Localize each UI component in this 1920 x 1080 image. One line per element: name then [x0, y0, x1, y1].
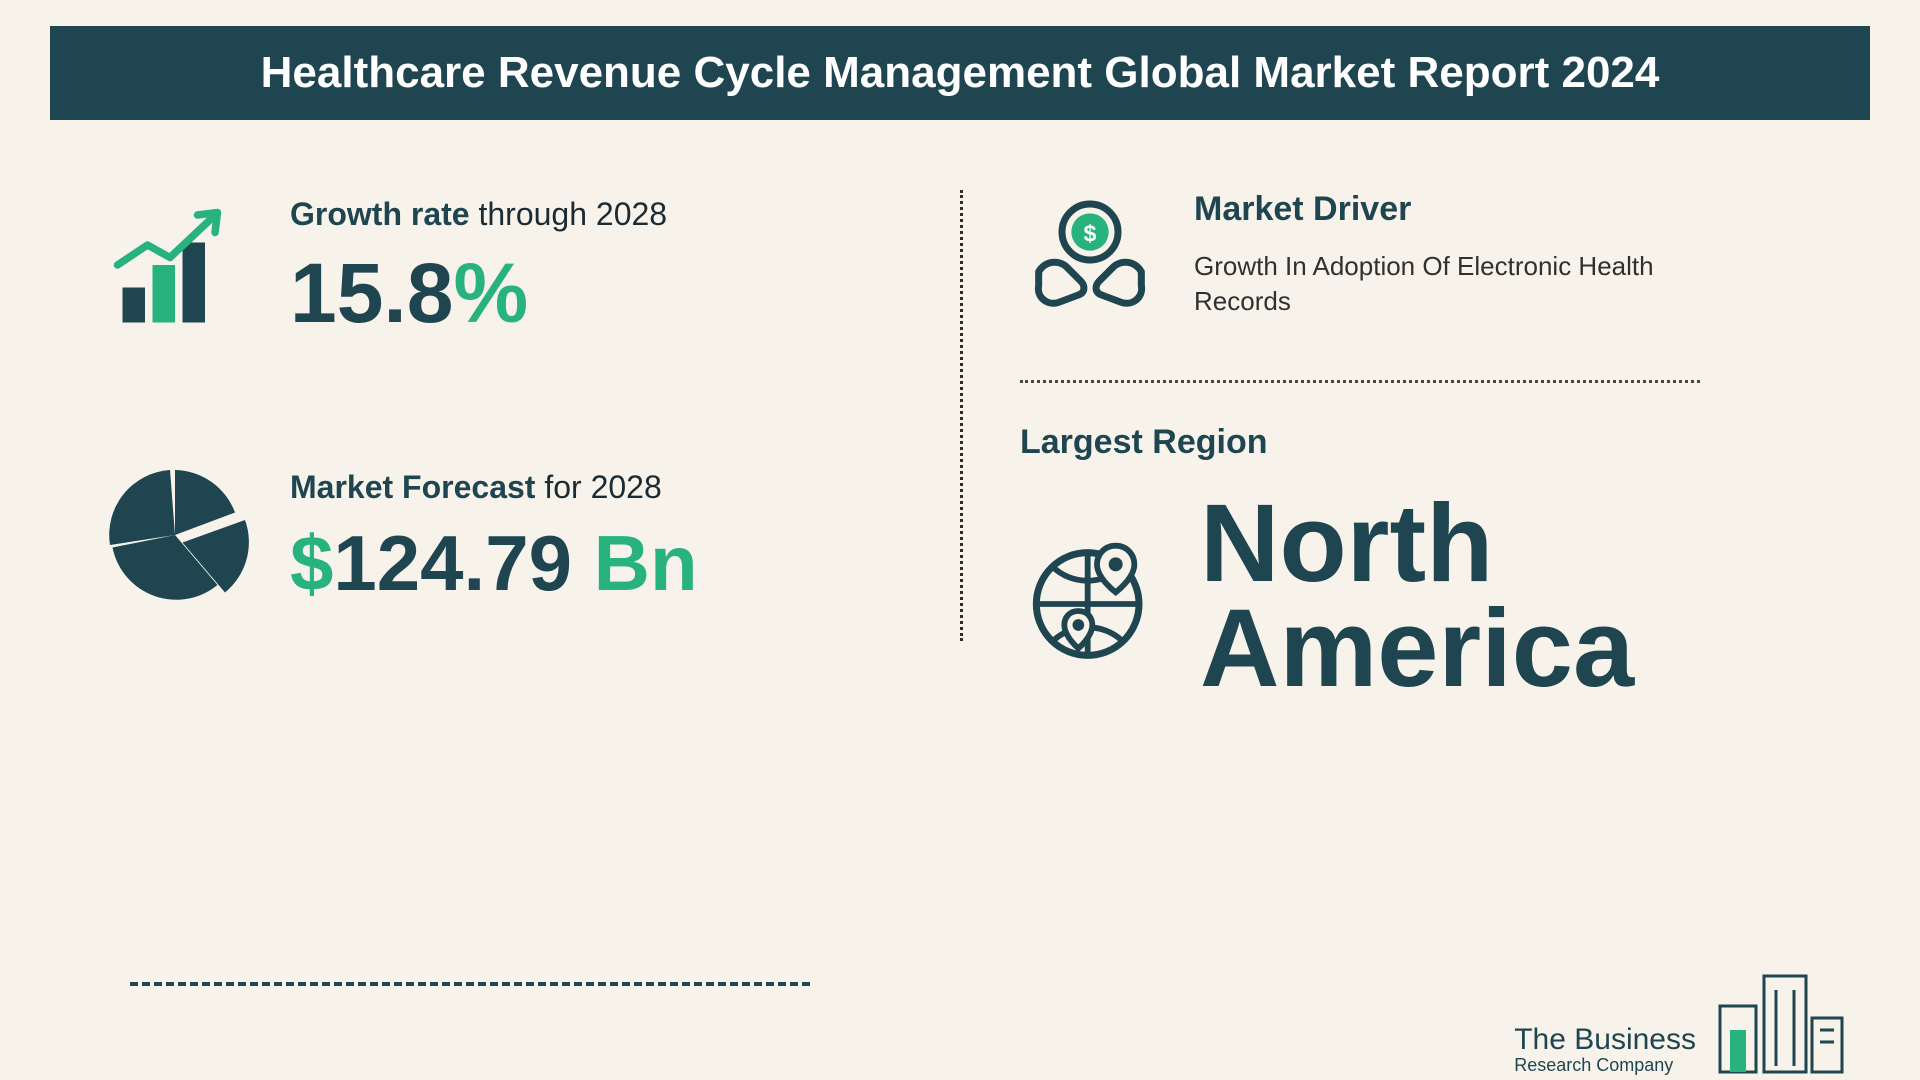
- market-forecast-label: Market Forecast for 2028: [290, 469, 930, 506]
- report-title: Healthcare Revenue Cycle Management Glob…: [50, 26, 1870, 120]
- hands-coin-icon: $: [1020, 190, 1160, 330]
- market-forecast-block: Market Forecast for 2028 $124.79 Bn: [100, 460, 930, 610]
- largest-region-value: NorthAmerica: [1200, 492, 1634, 701]
- svg-text:$: $: [1084, 220, 1097, 246]
- market-forecast-value: $124.79 Bn: [290, 524, 930, 602]
- logo-buildings-icon: [1710, 966, 1850, 1076]
- pie-chart-icon: [100, 460, 250, 610]
- largest-region-block: Largest Region NorthAmerica: [1020, 423, 1820, 701]
- content-area: Growth rate through 2028 15.8% Market: [0, 190, 1920, 701]
- growth-rate-block: Growth rate through 2028 15.8%: [100, 190, 930, 340]
- bottom-dashed-line: [130, 982, 810, 986]
- market-driver-label: Market Driver: [1194, 190, 1754, 229]
- growth-rate-label: Growth rate through 2028: [290, 196, 930, 233]
- growth-chart-icon: [100, 190, 250, 340]
- growth-rate-value: 15.8%: [290, 251, 930, 335]
- right-dotted-divider: [1020, 380, 1700, 383]
- market-driver-description: Growth In Adoption Of Electronic Health …: [1194, 249, 1754, 319]
- market-driver-block: $ Market Driver Growth In Adoption Of El…: [1020, 190, 1820, 330]
- largest-region-label: Largest Region: [1020, 423, 1820, 462]
- right-column: $ Market Driver Growth In Adoption Of El…: [960, 190, 1820, 701]
- globe-pins-icon: [1020, 527, 1160, 667]
- left-column: Growth rate through 2028 15.8% Market: [100, 190, 960, 701]
- company-logo: The Business Research Company: [1514, 966, 1850, 1076]
